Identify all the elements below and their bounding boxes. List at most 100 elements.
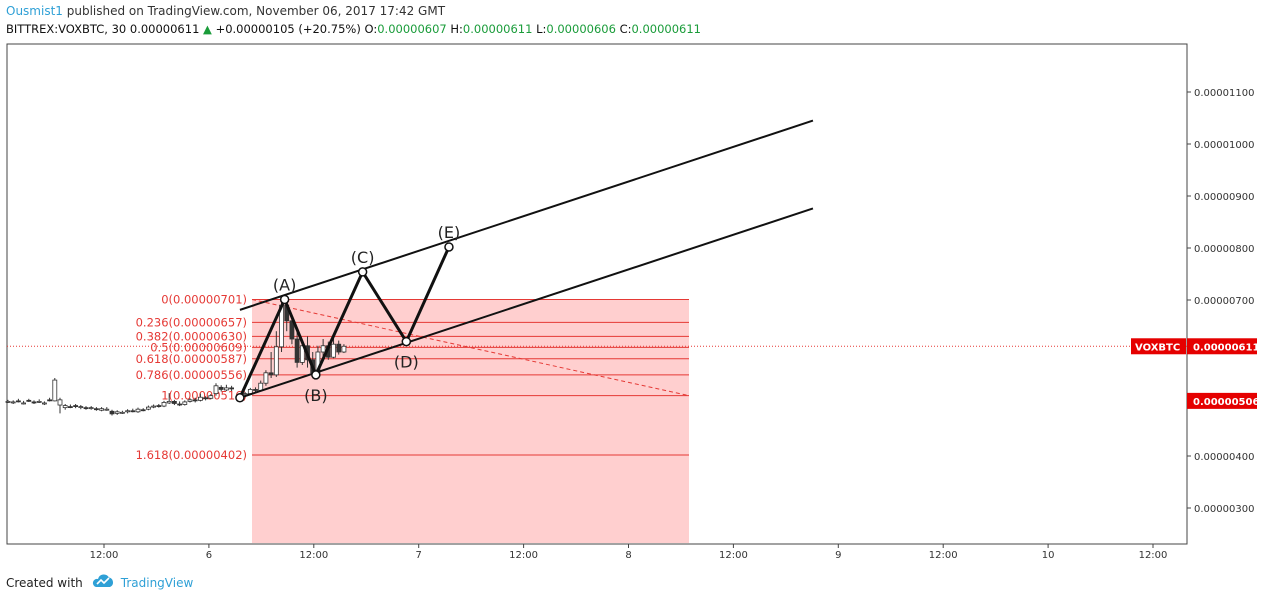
parallel-channel[interactable] [239, 119, 814, 399]
pattern-label: (D) [394, 353, 419, 372]
candle-body [253, 389, 258, 391]
candle-body [331, 343, 336, 358]
abcde-pattern[interactable]: (A) (B) (C) (D) (E) [235, 223, 461, 405]
x-tick-label: 7 [416, 550, 422, 561]
candle-body [268, 372, 274, 376]
x-tick-label: 12:00 [509, 550, 538, 561]
y-tick-label: 0.00000900 [1194, 192, 1254, 203]
candle-body [156, 405, 162, 407]
up-arrow-icon: ▲ [203, 22, 212, 36]
candle-body [73, 405, 78, 407]
publish-text: published on TradingView.com, November 0… [62, 4, 446, 18]
pattern-point[interactable] [279, 294, 290, 305]
marker-price-badge [1187, 392, 1257, 409]
candle-body [161, 402, 167, 407]
footer: Created with TradingView [6, 574, 193, 591]
candle-body [120, 411, 125, 414]
time-axis[interactable]: 12:00 6 12:00 7 12:00 8 12:00 9 12:00 10 12:00 [90, 544, 1168, 561]
candle-body [57, 399, 63, 406]
pattern-label: (C) [351, 248, 375, 267]
candle-body [203, 397, 209, 400]
candle-body [263, 372, 269, 384]
pattern-label: (E) [438, 223, 461, 242]
candle-body [47, 399, 52, 402]
pattern-point[interactable] [444, 242, 454, 252]
x-tick-label: 12:00 [90, 550, 119, 561]
channel-upper-line[interactable] [239, 119, 814, 311]
candle-body [21, 402, 27, 405]
candle-body [88, 407, 94, 410]
last-price-badge-label: 0.00000611 [1193, 342, 1259, 353]
candle-body [208, 395, 214, 399]
y-tick-label: 0.00000300 [1194, 504, 1254, 515]
fib-label: 1(0.00000516) [161, 389, 247, 403]
x-tick-label: 8 [625, 550, 631, 561]
high-label: H: [450, 22, 463, 36]
candle-body [197, 396, 203, 401]
fibonacci-retracement[interactable]: 0(0.00000701) 0.236(0.00000657)0.382(0.00… [7, 292, 1187, 543]
candle-body [140, 409, 146, 412]
tradingview-link[interactable]: TradingView [120, 575, 194, 590]
fib-trend-line [251, 298, 690, 397]
channel-lower-line[interactable] [239, 207, 814, 399]
candle-body [36, 400, 42, 403]
close-value: 0.00000611 [631, 22, 701, 36]
candle-body [26, 399, 32, 402]
publish-info: Ousmist1 published on TradingView.com, N… [6, 4, 445, 18]
symbol-info: BITTREX:VOXBTC, 30 [6, 22, 127, 36]
candle-body [187, 399, 193, 402]
candle-body [62, 405, 68, 409]
y-tick-label: 0.00001000 [1194, 140, 1254, 151]
price-change: +0.00000105 (+20.75%) [215, 22, 361, 36]
pattern-path[interactable] [238, 246, 451, 399]
candles [5, 299, 347, 416]
pattern-point[interactable] [357, 267, 368, 277]
fib-label: 0.382(0.00000630) [136, 329, 247, 343]
candle-body [151, 405, 157, 408]
created-with-label: Created with [6, 575, 83, 590]
x-tick-label: 12:00 [299, 550, 328, 561]
candle-body [145, 406, 151, 410]
fib-label: 0.236(0.00000657) [136, 315, 247, 329]
fib-label: 0.5(0.00000609) [150, 340, 247, 354]
candle-body [135, 408, 141, 413]
candle-body [273, 346, 279, 376]
low-label: L: [536, 22, 547, 36]
pattern-point[interactable] [235, 393, 245, 403]
symbol-badge [1131, 338, 1186, 355]
candle-body [229, 387, 235, 390]
candle-body [218, 386, 224, 390]
price-axis[interactable]: 0.00001100 0.00001000 0.00000900 0.00000800… [1131, 88, 1259, 515]
x-tick-label: 10 [1042, 550, 1055, 561]
last-price: 0.00000611 [129, 22, 200, 36]
candle-body [109, 410, 115, 415]
candle-body [242, 393, 248, 396]
candle-body [104, 408, 110, 411]
author-link[interactable]: Ousmist1 [6, 4, 63, 18]
x-tick-label: 9 [835, 550, 841, 561]
candle-body [94, 408, 99, 411]
x-tick-label: 12:00 [1139, 550, 1168, 561]
candle-body [223, 387, 229, 391]
candle-body [341, 345, 347, 353]
pattern-point[interactable] [401, 336, 412, 347]
candle-body [114, 411, 120, 414]
candle-body [31, 401, 37, 404]
fib-label: 1.618(0.00000402) [136, 448, 247, 462]
x-tick-label: 12:00 [719, 550, 748, 561]
candle-body [336, 343, 342, 353]
candle-body [10, 401, 16, 404]
candle-body [125, 410, 130, 413]
open-value: 0.00000607 [377, 22, 447, 36]
candle-body [68, 406, 73, 409]
close-label: C: [619, 22, 632, 36]
tradingview-logo-icon [91, 574, 115, 591]
last-price-badge [1187, 338, 1257, 355]
y-tick-label: 0.00001100 [1194, 88, 1254, 99]
candle-body [294, 338, 300, 363]
marker-price-badge-label: 0.00000506 [1193, 397, 1259, 408]
pattern-point[interactable] [311, 370, 321, 380]
candle-body [99, 408, 104, 411]
fib-label: 0.786(0.00000556) [136, 368, 247, 382]
